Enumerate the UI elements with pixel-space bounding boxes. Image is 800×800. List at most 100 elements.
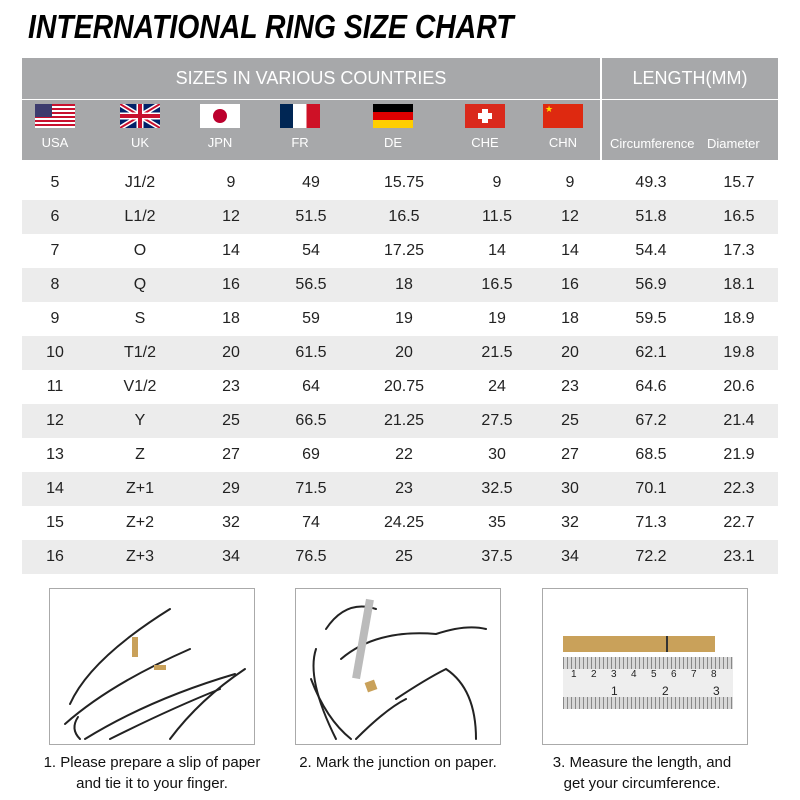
- table-cell: 24: [488, 378, 506, 395]
- table-cell: 54.4: [635, 242, 667, 259]
- table-cell: 20: [538, 336, 602, 370]
- table-cell: 27.5: [456, 404, 538, 438]
- table-row: 7 O 14 54 17.25 14 14 54.4 17.3: [22, 234, 778, 268]
- table-cell: 14: [22, 472, 88, 506]
- table-cell: 15.7: [723, 174, 755, 191]
- table-cell: 9: [50, 310, 60, 327]
- country-label: USA: [41, 135, 69, 150]
- sizes-header: SIZES IN VARIOUS COUNTRIES: [175, 68, 447, 88]
- circumference-header: Circumference: [610, 136, 695, 151]
- table-header: SIZES IN VARIOUS COUNTRIES LENGTH(MM) US…: [22, 58, 778, 160]
- country-fr: FR: [260, 104, 340, 150]
- table-cell: 22.7: [723, 514, 755, 531]
- page-title: INTERNATIONAL RING SIZE CHART: [28, 8, 514, 45]
- step-2-caption: 2. Mark the junction on paper.: [268, 752, 528, 773]
- step-3-illustration: 1 2 3 4 5 6 7 8 1 2 3: [542, 588, 748, 745]
- table-cell: 8: [22, 268, 88, 302]
- hand-with-paper-icon: [64, 608, 246, 740]
- table-cell: 64.6: [635, 378, 667, 395]
- table-cell: 16: [192, 268, 270, 302]
- country-label: DE: [383, 135, 403, 150]
- country-label: FR: [291, 135, 309, 150]
- table-cell: 56.5: [270, 268, 352, 302]
- ruler-cm-label: 7: [691, 669, 697, 680]
- table-cell: 18: [222, 310, 240, 327]
- china-flag-icon: ★: [543, 104, 583, 128]
- ruler-icon: 1 2 3 4 5 6 7 8 1 2 3: [563, 657, 733, 709]
- table-cell: 51.5: [270, 200, 352, 234]
- table-row: 9 S 18 59 19 19 18 59.5 18.9: [22, 302, 778, 336]
- step-2-illustration: [295, 588, 501, 745]
- table-cell: 62.1: [602, 336, 700, 370]
- table-cell: 20.6: [723, 378, 755, 395]
- table-cell: 5: [50, 174, 60, 191]
- table-cell: 37.5: [456, 540, 538, 574]
- table-cell: 64: [302, 378, 320, 395]
- table-cell: 74: [302, 514, 320, 531]
- table-cell: 30: [538, 472, 602, 506]
- table-cell: 32: [561, 514, 579, 531]
- divider: [600, 58, 602, 160]
- table-cell: 17.3: [723, 242, 755, 259]
- table-cell: 27: [222, 446, 240, 463]
- length-header: LENGTH(MM): [632, 68, 748, 88]
- table-cell: 11: [46, 378, 64, 395]
- table-cell: 49.3: [635, 174, 667, 191]
- table-cell: Z: [135, 446, 145, 463]
- country-uk: UK: [100, 104, 180, 150]
- table-cell: 15: [46, 514, 64, 531]
- table-cell: 19.8: [700, 336, 778, 370]
- divider: [22, 99, 600, 100]
- table-cell: 12: [538, 200, 602, 234]
- table-cell: 59.5: [635, 310, 667, 327]
- table-cell: 30: [488, 446, 506, 463]
- table-row: 11 V1/2 23 64 20.75 24 23 64.6 20.6: [22, 370, 778, 404]
- table-cell: 14: [561, 242, 579, 259]
- table-cell: 25: [538, 404, 602, 438]
- diameter-header: Diameter: [707, 136, 760, 151]
- ruler-cm-label: 4: [631, 669, 637, 680]
- caption-line: 2. Mark the junction on paper.: [299, 754, 497, 771]
- table-cell: 14: [222, 242, 240, 259]
- table-cell: 16.5: [456, 268, 538, 302]
- table-cell: 21.5: [456, 336, 538, 370]
- table-cell: Z+3: [88, 540, 192, 574]
- table-cell: 23: [222, 378, 240, 395]
- table-cell: 68.5: [635, 446, 667, 463]
- table-cell: 69: [302, 446, 320, 463]
- ruler-inch-label: 3: [713, 684, 720, 698]
- country-de: DE: [353, 104, 433, 150]
- paper-strip: [563, 636, 715, 652]
- table-cell: 14: [488, 242, 506, 259]
- table-cell: 72.2: [602, 540, 700, 574]
- table-cell: 34: [538, 540, 602, 574]
- table-cell: 7: [50, 242, 60, 259]
- table-cell: 61.5: [270, 336, 352, 370]
- ruler-cm-label: 6: [671, 669, 677, 680]
- divider: [601, 99, 778, 100]
- table-cell: 10: [22, 336, 88, 370]
- table-cell: 25: [192, 404, 270, 438]
- table-cell: 66.5: [270, 404, 352, 438]
- table-cell: 71.3: [635, 514, 667, 531]
- country-che: CHE: [445, 104, 525, 150]
- table-cell: 56.9: [602, 268, 700, 302]
- table-cell: Q: [88, 268, 192, 302]
- step-3-caption: 3. Measure the length, and get your circu…: [512, 752, 772, 794]
- hand-marking-paper-icon: [310, 598, 487, 740]
- table-cell: 70.1: [602, 472, 700, 506]
- table-cell: 22: [395, 446, 413, 463]
- step-1-caption: 1. Please prepare a slip of paper and tie…: [22, 752, 282, 794]
- ruler-cm-label: 2: [591, 669, 597, 680]
- country-label: CHN: [548, 135, 578, 150]
- table-cell: 29: [192, 472, 270, 506]
- table-cell: 27: [561, 446, 579, 463]
- table-cell: 34: [192, 540, 270, 574]
- table-cell: 21.25: [352, 404, 456, 438]
- table-row: 15 Z+2 32 74 24.25 35 32 71.3 22.7: [22, 506, 778, 540]
- table-cell: 6: [22, 200, 88, 234]
- table-cell: 18: [561, 310, 579, 327]
- table-cell: 22.3: [700, 472, 778, 506]
- switzerland-flag-icon: [465, 104, 505, 128]
- table-cell: 35: [488, 514, 506, 531]
